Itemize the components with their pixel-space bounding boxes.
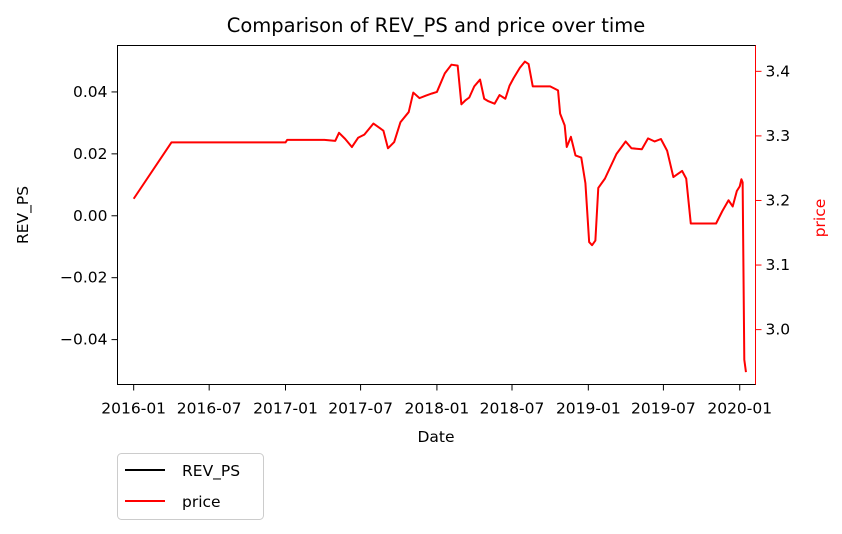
y-left-tick-label: 0.00 [73,207,108,225]
legend-label-price: price [182,493,221,511]
y-left-tick-label: 0.02 [73,145,108,163]
plot-area [117,45,756,385]
y-right-tick-label: 3.1 [766,256,791,274]
x-tick-label: 2018-01 [405,400,470,418]
y-right-tick-label: 3.4 [766,62,791,80]
y-left-tick-label: 0.04 [73,83,108,101]
y-left-tick-label: −0.02 [60,269,108,287]
y-axis-label-left: REV_PS [14,186,33,244]
legend: REV_PS price [117,453,264,520]
y-left-tick-label: −0.04 [60,331,108,349]
x-axis-ticks: 2016-01 2016-07 2017-01 2017-07 2018-01 2018-… [101,384,772,418]
series-layer [132,60,747,373]
right-axis-ticks: 3.4 3.3 3.2 3.1 3.0 [755,62,791,339]
legend-label-rev-ps: REV_PS [182,462,240,481]
x-tick-label: 2017-07 [328,400,393,418]
series-line-price [132,60,747,373]
x-tick-label: 2016-01 [101,400,166,418]
x-tick-label: 2017-01 [253,400,318,418]
x-tick-label: 2016-07 [177,400,242,418]
x-tick-label: 2019-07 [631,400,696,418]
x-tick-label: 2019-01 [556,400,621,418]
y-right-tick-label: 3.2 [766,191,791,209]
left-axis-ticks: 0.04 0.02 0.00 −0.02 −0.04 [60,83,118,349]
y-axis-label-right: price [811,199,829,238]
x-tick-label: 2020-01 [707,400,772,418]
y-right-tick-label: 3.0 [766,321,791,339]
chart-title: Comparison of REV_PS and price over time [227,14,646,37]
x-tick-label: 2018-07 [480,400,545,418]
y-right-tick-label: 3.3 [766,127,791,145]
x-axis-label: Date [417,428,454,446]
